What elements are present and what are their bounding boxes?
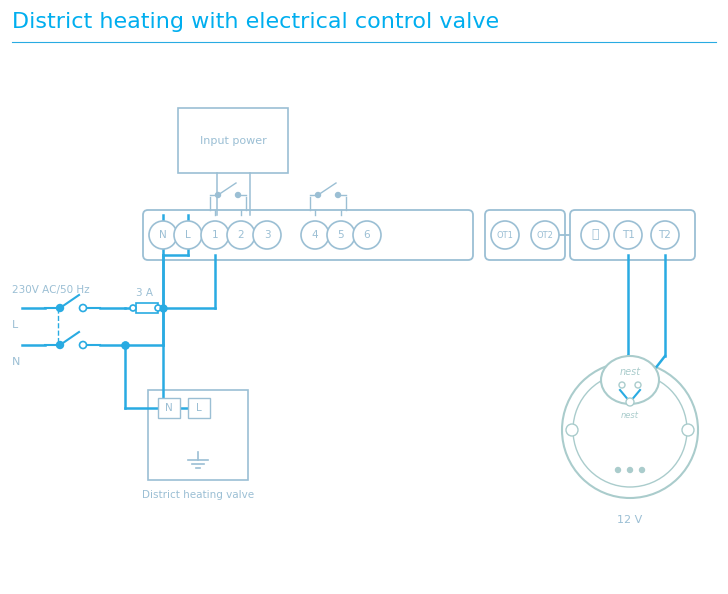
Circle shape: [79, 305, 87, 311]
Circle shape: [215, 192, 221, 197]
Circle shape: [682, 424, 694, 436]
Text: T2: T2: [659, 230, 671, 240]
Text: L: L: [12, 320, 18, 330]
Text: 3: 3: [264, 230, 270, 240]
FancyBboxPatch shape: [136, 303, 158, 313]
FancyBboxPatch shape: [143, 210, 473, 260]
Text: 230V AC/50 Hz: 230V AC/50 Hz: [12, 285, 90, 295]
Circle shape: [79, 342, 87, 349]
Circle shape: [336, 192, 341, 197]
Text: L: L: [185, 230, 191, 240]
Circle shape: [201, 221, 229, 249]
Text: N: N: [165, 403, 173, 413]
Text: 1: 1: [212, 230, 218, 240]
Text: L: L: [196, 403, 202, 413]
Text: N: N: [12, 357, 20, 367]
Text: nest: nest: [620, 367, 641, 377]
Ellipse shape: [601, 356, 659, 404]
Circle shape: [531, 221, 559, 249]
Text: District heating valve: District heating valve: [142, 490, 254, 500]
Circle shape: [174, 221, 202, 249]
Circle shape: [57, 305, 63, 311]
Circle shape: [628, 467, 633, 472]
Text: 4: 4: [312, 230, 318, 240]
Text: 12 V: 12 V: [617, 515, 643, 525]
Text: ⏚: ⏚: [591, 229, 598, 242]
Circle shape: [57, 342, 63, 349]
Circle shape: [619, 382, 625, 388]
Text: District heating with electrical control valve: District heating with electrical control…: [12, 12, 499, 32]
Circle shape: [315, 192, 320, 197]
Circle shape: [253, 221, 281, 249]
Text: OT2: OT2: [537, 230, 553, 239]
Circle shape: [635, 382, 641, 388]
Circle shape: [149, 221, 177, 249]
Circle shape: [155, 305, 161, 311]
Text: nest: nest: [621, 410, 639, 419]
FancyBboxPatch shape: [485, 210, 565, 260]
Circle shape: [235, 192, 240, 197]
Circle shape: [566, 424, 578, 436]
Text: 3 A: 3 A: [137, 288, 154, 298]
Text: N: N: [159, 230, 167, 240]
Text: 5: 5: [338, 230, 344, 240]
Circle shape: [562, 362, 698, 498]
Text: 2: 2: [237, 230, 245, 240]
FancyBboxPatch shape: [570, 210, 695, 260]
Circle shape: [353, 221, 381, 249]
Text: OT1: OT1: [496, 230, 513, 239]
FancyBboxPatch shape: [178, 108, 288, 173]
Circle shape: [626, 398, 634, 406]
Circle shape: [614, 221, 642, 249]
Circle shape: [301, 221, 329, 249]
Text: Input power: Input power: [199, 135, 266, 146]
Circle shape: [130, 305, 136, 311]
Text: T1: T1: [622, 230, 634, 240]
Circle shape: [651, 221, 679, 249]
Circle shape: [639, 467, 644, 472]
FancyBboxPatch shape: [158, 398, 180, 418]
Text: 6: 6: [364, 230, 371, 240]
Circle shape: [491, 221, 519, 249]
Circle shape: [327, 221, 355, 249]
Circle shape: [227, 221, 255, 249]
FancyBboxPatch shape: [188, 398, 210, 418]
FancyBboxPatch shape: [148, 390, 248, 480]
Circle shape: [573, 373, 687, 487]
Circle shape: [615, 467, 620, 472]
Circle shape: [581, 221, 609, 249]
